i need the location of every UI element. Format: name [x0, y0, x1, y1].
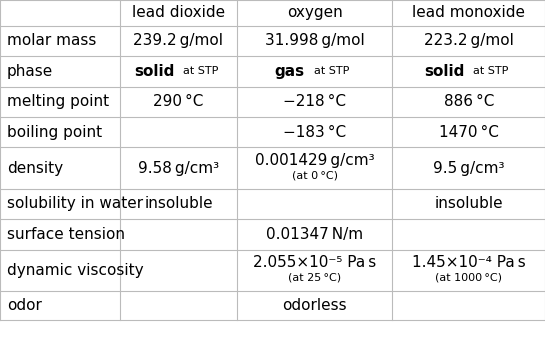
Text: phase: phase: [7, 64, 53, 79]
Text: at STP: at STP: [176, 67, 218, 76]
Text: density: density: [7, 161, 63, 175]
Text: boiling point: boiling point: [7, 125, 102, 140]
Text: 31.998 g/mol: 31.998 g/mol: [265, 34, 365, 48]
Text: 0.01347 N/m: 0.01347 N/m: [266, 227, 364, 242]
Text: (at 1000 °C): (at 1000 °C): [435, 273, 502, 283]
Text: (at 0 °C): (at 0 °C): [292, 171, 338, 181]
Text: molar mass: molar mass: [7, 34, 96, 48]
Text: odor: odor: [7, 298, 42, 313]
Text: 9.5 g/cm³: 9.5 g/cm³: [433, 161, 505, 175]
Text: 886 °C: 886 °C: [444, 95, 494, 109]
Text: melting point: melting point: [7, 95, 109, 109]
Text: 239.2 g/mol: 239.2 g/mol: [134, 34, 223, 48]
Text: at STP: at STP: [466, 67, 508, 76]
Text: 0.001429 g/cm³: 0.001429 g/cm³: [255, 154, 374, 168]
Text: odorless: odorless: [282, 298, 347, 313]
Text: solid: solid: [134, 64, 174, 79]
Text: gas: gas: [275, 64, 305, 79]
Text: lead dioxide: lead dioxide: [132, 5, 225, 20]
Text: insoluble: insoluble: [434, 197, 503, 211]
Text: 290 °C: 290 °C: [153, 95, 204, 109]
Text: insoluble: insoluble: [144, 197, 213, 211]
Text: −183 °C: −183 °C: [283, 125, 346, 140]
Text: −218 °C: −218 °C: [283, 95, 346, 109]
Text: surface tension: surface tension: [7, 227, 125, 242]
Text: at STP: at STP: [306, 67, 349, 76]
Text: solid: solid: [424, 64, 464, 79]
Text: 223.2 g/mol: 223.2 g/mol: [424, 34, 513, 48]
Text: dynamic viscosity: dynamic viscosity: [7, 263, 144, 277]
Text: 2.055×10⁻⁵ Pa s: 2.055×10⁻⁵ Pa s: [253, 256, 377, 270]
Text: 1.45×10⁻⁴ Pa s: 1.45×10⁻⁴ Pa s: [412, 256, 525, 270]
Text: (at 25 °C): (at 25 °C): [288, 273, 341, 283]
Text: lead monoxide: lead monoxide: [412, 5, 525, 20]
Text: 9.58 g/cm³: 9.58 g/cm³: [138, 161, 219, 175]
Text: 1470 °C: 1470 °C: [439, 125, 499, 140]
Text: oxygen: oxygen: [287, 5, 343, 20]
Text: solubility in water: solubility in water: [7, 197, 143, 211]
